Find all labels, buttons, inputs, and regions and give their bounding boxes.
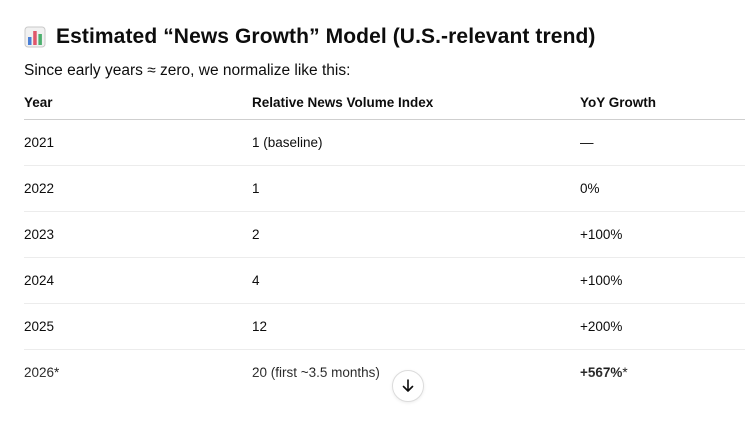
cell-year: 2022	[24, 181, 55, 196]
cell-growth: +100%	[580, 273, 623, 288]
table-row: 2024 4 +100%	[24, 258, 745, 304]
growth-value: +567%	[580, 365, 623, 380]
heading-title: Estimated “News Growth” Model (U.S.-rele…	[56, 25, 596, 48]
arrow-down-icon	[402, 379, 414, 392]
cell-index: 4	[252, 273, 260, 288]
cell-growth: +567% *	[580, 350, 628, 395]
scroll-to-bottom-button[interactable]	[392, 370, 424, 402]
table-row: 2023 2 +100%	[24, 212, 745, 258]
cell-index: 20 (first ~3.5 months)	[252, 365, 380, 380]
bar-chart-icon	[24, 26, 46, 48]
cell-growth: —	[580, 135, 594, 150]
table-row: 2021 1 (baseline) —	[24, 120, 745, 166]
cell-year: 2026*	[24, 365, 60, 380]
table-row: 2025 12 +200%	[24, 304, 745, 350]
table-header-row: Year Relative News Volume Index YoY Grow…	[24, 87, 745, 120]
cell-year: 2025	[24, 319, 55, 334]
cell-growth: +100%	[580, 227, 623, 242]
header-growth: YoY Growth	[580, 94, 657, 110]
cell-index: 1 (baseline)	[252, 135, 323, 150]
cell-index: 2	[252, 227, 260, 242]
data-table: Year Relative News Volume Index YoY Grow…	[24, 87, 745, 395]
cell-year: 2024	[24, 273, 55, 288]
growth-footnote-mark: *	[622, 365, 628, 380]
table-row: 2022 1 0%	[24, 166, 745, 212]
cell-index: 12	[252, 319, 268, 334]
cell-year: 2021	[24, 135, 55, 150]
cell-growth: +200%	[580, 319, 623, 334]
cell-year: 2023	[24, 227, 55, 242]
cell-index: 1	[252, 181, 260, 196]
cell-growth: 0%	[580, 181, 600, 196]
intro-text: Since early years ≈ zero, we normalize l…	[24, 62, 351, 79]
header-index: Relative News Volume Index	[252, 94, 434, 110]
table-row: 2026* 20 (first ~3.5 months) +567% *	[24, 350, 745, 395]
section-heading: Estimated “News Growth” Model (U.S.-rele…	[24, 22, 596, 52]
header-year: Year	[24, 94, 53, 110]
